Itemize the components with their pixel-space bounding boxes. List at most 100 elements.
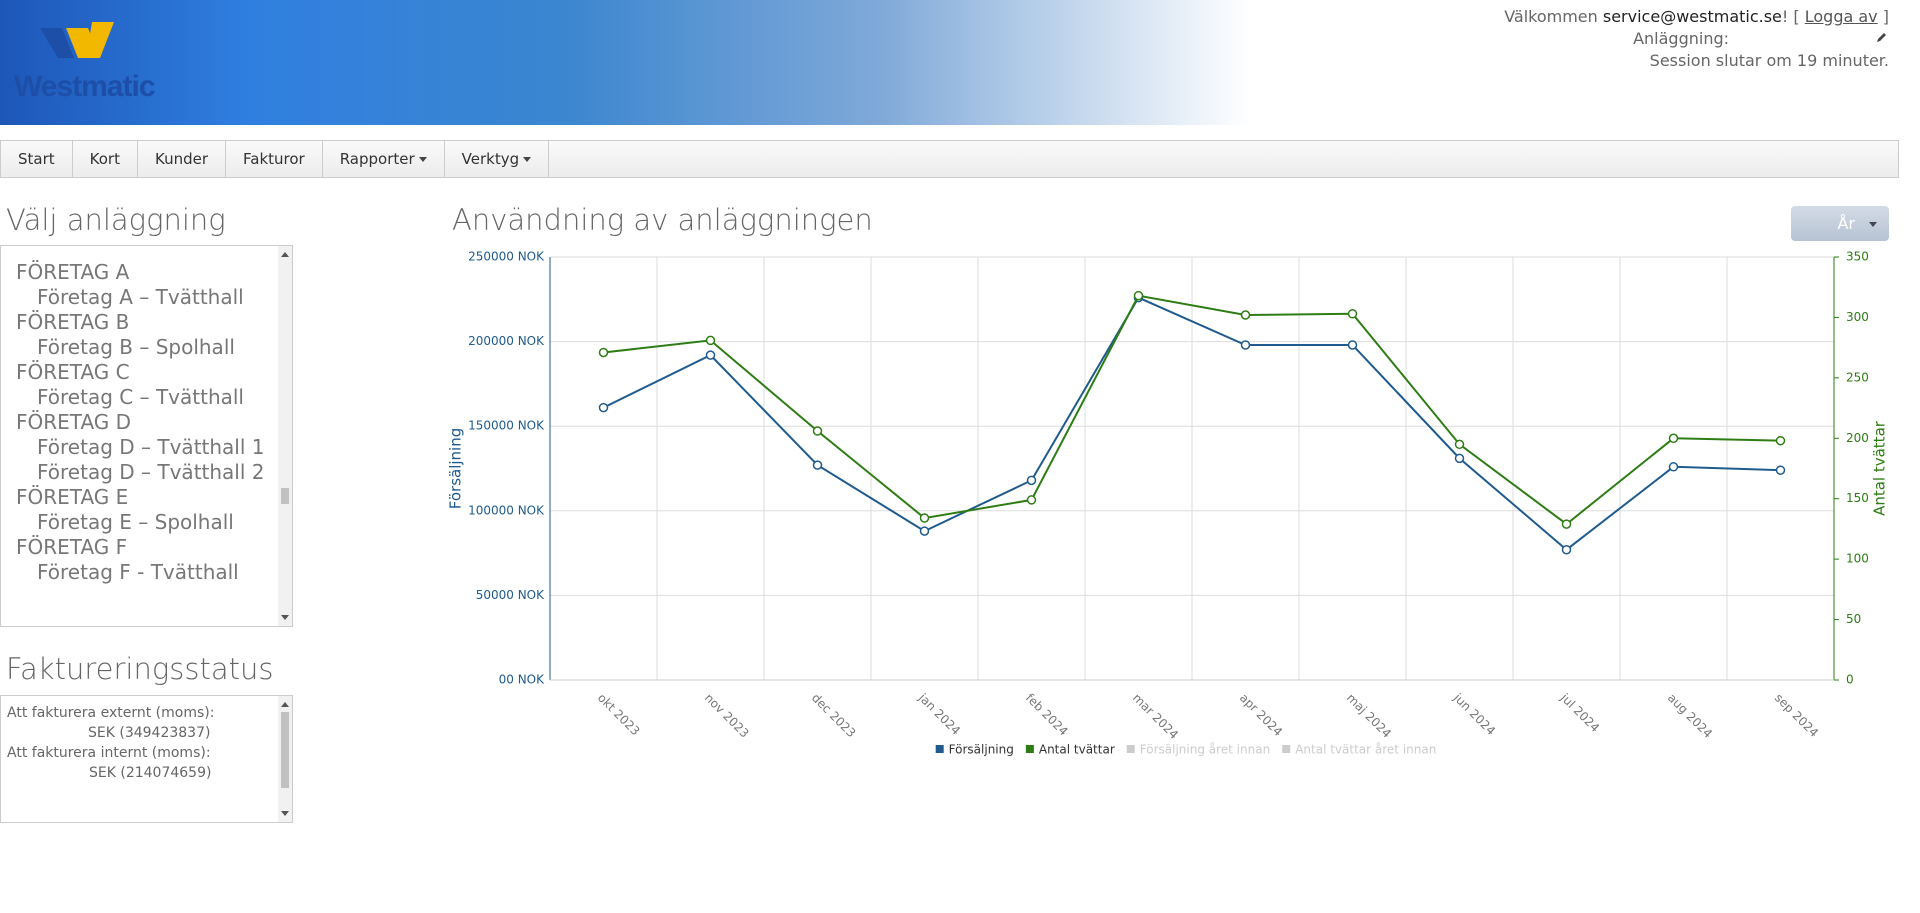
punct: ] [1882, 7, 1889, 26]
scrollbar[interactable] [278, 246, 292, 626]
data-point [1454, 453, 1465, 464]
x-tick-label: jan 2024 [915, 690, 963, 738]
session-info: Session slutar om 19 minuter. [1649, 51, 1889, 70]
facility-item[interactable]: FÖRETAG F [16, 535, 128, 559]
data-point [705, 350, 716, 360]
y-tick-label: 200000 NOK [468, 334, 545, 348]
punct: ! [ [1781, 7, 1800, 26]
nav-label: Kunder [154, 150, 209, 168]
scrollbar[interactable] [278, 696, 292, 822]
nav-label: Verktyg [461, 150, 520, 168]
legend-label[interactable]: Antal tvättar året innan [1295, 743, 1436, 757]
y2-tick-label: 200 [1846, 431, 1869, 445]
data-point [812, 426, 823, 436]
period-label: År [1837, 214, 1855, 233]
facility-item[interactable]: Företag B – Spolhall [37, 335, 235, 359]
legend-swatch [1025, 745, 1034, 753]
nav-bar: Start Kort Kunder Fakturor Rapporter Verktyg [0, 140, 1899, 178]
facility-item[interactable]: Företag A – Tvätthall [37, 285, 244, 309]
billing-item: SEK (349423837) [88, 725, 211, 741]
nav-item[interactable]: Verktyg [445, 141, 550, 177]
facility-item[interactable]: FÖRETAG A [16, 260, 130, 284]
y2-tick-label: 100 [1846, 552, 1869, 566]
y-tick-label: 100000 NOK [468, 503, 545, 517]
x-tick-label: aug 2024 [1665, 691, 1715, 741]
y2-tick-label: 350 [1846, 250, 1869, 264]
facility-item[interactable]: Företag D – Tvätthall 1 [37, 435, 265, 459]
data-point [1347, 340, 1358, 350]
logout-link[interactable]: Logga av [1804, 7, 1878, 26]
data-point [1561, 544, 1572, 555]
x-tick-label: maj 2024 [1344, 691, 1394, 741]
data-point [598, 402, 609, 413]
nav-item[interactable]: Start [1, 141, 73, 177]
data-point [1668, 433, 1679, 444]
data-point [919, 526, 930, 536]
y-axis-title: Försäljning [447, 428, 465, 509]
y2-tick-label: 50 [1846, 612, 1861, 626]
data-point [1240, 310, 1251, 320]
billing-item: Att fakturera internt (moms): [7, 745, 211, 761]
nav-label: Kort [89, 150, 120, 168]
banner [0, 0, 1250, 125]
user-header: Välkommen service@westmatic.se! [ Logga … [1504, 6, 1889, 72]
caret [523, 157, 532, 162]
y2-tick-label: 0 [1846, 673, 1854, 687]
billing-box: Att fakturera externt (moms): SEK (349423… [0, 695, 293, 823]
nav-item[interactable]: Kunder [138, 141, 227, 177]
welcome: Välkommen [1504, 7, 1598, 26]
logo-mark [40, 22, 114, 58]
x-tick-label: jul 2024 [1557, 690, 1602, 735]
series-line [603, 296, 1781, 552]
nav-item[interactable]: Rapporter [323, 141, 445, 177]
data-point [919, 513, 930, 523]
legend-label[interactable]: Försäljning [949, 743, 1014, 757]
facility-item[interactable]: Företag C – Tvätthall [37, 385, 244, 409]
y-tick-label: 150000 NOK [468, 419, 545, 433]
x-tick-label: nov 2023 [702, 691, 752, 741]
chart-title: Användning av anläggningen [452, 203, 873, 237]
edit-icon[interactable] [1875, 32, 1887, 44]
facility-item[interactable]: Företag D – Tvätthall 2 [37, 460, 265, 484]
nav-item[interactable]: Kort [73, 141, 138, 177]
data-point [1347, 309, 1358, 319]
legend-label[interactable]: Antal tvättar [1039, 743, 1115, 757]
data-point [1775, 435, 1786, 446]
series-line [603, 294, 1781, 526]
y-tick-label: 50000 NOK [476, 588, 545, 602]
x-tick-label: mar 2024 [1130, 691, 1181, 742]
billing-title: Faktureringsstatus [6, 652, 274, 686]
facility-item[interactable]: FÖRETAG D [16, 410, 132, 434]
data-point [1026, 475, 1037, 486]
x-tick-label: okt 2023 [595, 691, 643, 739]
x-tick-label: apr 2024 [1237, 691, 1285, 739]
y-tick-label: 250000 NOK [468, 250, 545, 264]
caret [418, 157, 427, 162]
data-point [1026, 495, 1037, 505]
legend-label[interactable]: Försäljning året innan [1140, 743, 1270, 757]
logo: Westmatic [14, 70, 156, 103]
y2-tick-label: 300 [1846, 310, 1869, 324]
nav-label: Rapporter [339, 150, 415, 168]
facility-item[interactable]: Företag E – Spolhall [37, 510, 234, 534]
facility-item[interactable]: Företag F - Tvätthall [37, 560, 239, 584]
data-point [1775, 465, 1786, 475]
facility-item[interactable]: FÖRETAG B [16, 310, 130, 334]
billing-item: SEK (214074659) [89, 765, 212, 781]
legend-swatch [1126, 745, 1135, 753]
legend-swatch [1282, 745, 1291, 753]
data-point [1454, 439, 1465, 450]
period-dropdown[interactable]: År [1791, 206, 1889, 241]
nav-item[interactable]: Fakturor [226, 141, 323, 177]
x-tick-label: sep 2024 [1772, 691, 1821, 740]
facility-item[interactable]: FÖRETAG C [16, 360, 130, 384]
data-point [1133, 290, 1144, 301]
chart: 00 NOK 50000 NOK 100000 NOK 150000 NOK 20000… [447, 250, 1889, 757]
data-point [1668, 462, 1679, 472]
y2-tick-label: 150 [1846, 491, 1869, 505]
facility-item[interactable]: FÖRETAG E [16, 485, 129, 509]
data-point [705, 335, 716, 346]
